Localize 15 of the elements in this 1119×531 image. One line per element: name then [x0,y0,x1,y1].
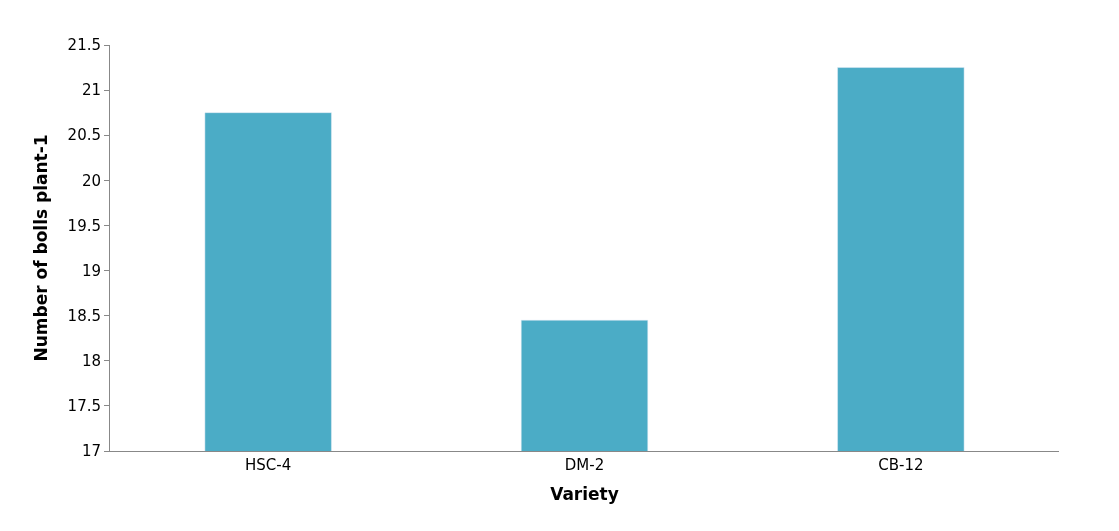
y-tick-label: 19.5 [67,216,101,235]
y-tick-label: 21.5 [67,36,101,55]
y-tick-label: 20.5 [67,126,101,145]
y-tick-label: 18.5 [67,306,101,325]
x-tick-label: HSC-4 [245,456,292,474]
x-tick-label: CB-12 [878,456,924,474]
y-tick-label: 17 [81,442,101,461]
y-tick-label: 20 [81,171,101,190]
y-tick-label: 17.5 [67,397,101,416]
y-tick-label: 18 [81,352,101,371]
x-tick-label: DM-2 [564,456,605,474]
x-axis-title: Variety [550,484,619,505]
y-tick-label: 21 [81,81,101,100]
y-axis-title: Number of bolls plant-1 [31,134,52,362]
y-tick-label: 19 [81,261,101,280]
